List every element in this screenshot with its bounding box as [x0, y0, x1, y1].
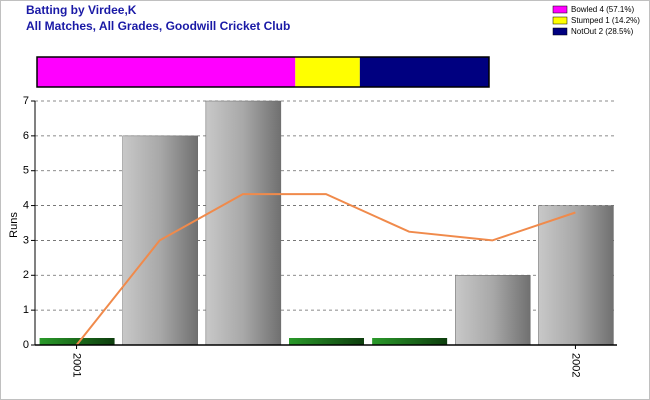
summary-border [36, 56, 490, 88]
legend-swatch [552, 5, 568, 14]
bar [538, 205, 614, 346]
x-tick-label: 2002 [570, 353, 582, 377]
y-tick-label: 6 [23, 130, 29, 142]
bar [289, 338, 364, 345]
bar [39, 338, 115, 345]
legend-label: Bowled 4 (57.1%) [571, 5, 634, 14]
y-axis-label: Runs [8, 212, 20, 238]
average-line [75, 193, 576, 346]
bar [372, 338, 448, 345]
legend-label: Stumped 1 (14.2%) [571, 16, 640, 25]
chart-subtitle: All Matches, All Grades, Goodwill Cricke… [26, 19, 290, 33]
summary-segment [359, 57, 489, 87]
x-tick-label: 2001 [71, 353, 83, 377]
bar [455, 275, 531, 346]
bar [205, 100, 282, 346]
legend-swatch [552, 16, 568, 25]
summary-segment [37, 57, 296, 87]
y-tick-label: 7 [23, 95, 29, 107]
legend-label: NotOut 2 (28.5%) [571, 27, 634, 36]
y-tick-label: 2 [23, 269, 29, 281]
y-tick-label: 0 [23, 339, 29, 351]
summary-segment [295, 57, 360, 87]
y-tick-label: 1 [23, 304, 29, 316]
y-tick-label: 5 [23, 165, 29, 177]
y-tick-label: 3 [23, 234, 29, 246]
y-tick-label: 4 [23, 199, 29, 211]
legend-swatch [552, 27, 568, 36]
chart-title: Batting by Virdee,K [26, 3, 137, 17]
